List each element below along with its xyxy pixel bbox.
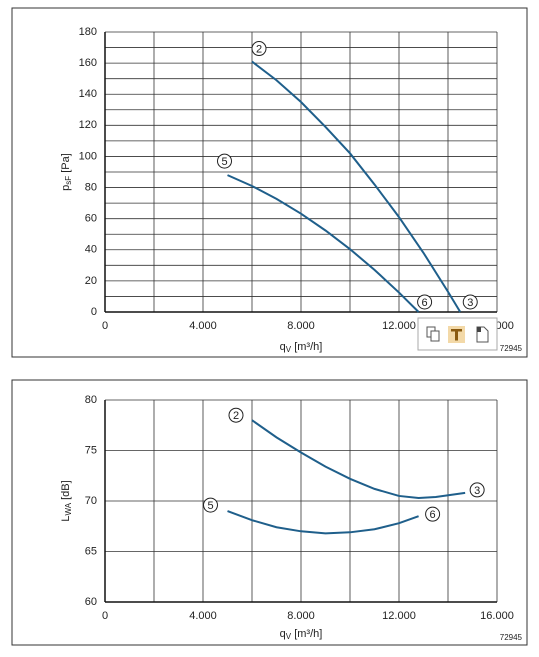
x-axis-label-part: q [280,628,286,640]
y-tick-label: 60 [85,213,97,225]
y-tick-label: 70 [85,495,97,507]
x-axis-label-part: V [286,345,292,354]
paste-button[interactable] [476,326,489,343]
curve-marker-circle [469,482,485,498]
x-tick-label: 12.000 [382,320,416,332]
y-axis-label-part: [dB] [60,480,72,503]
curve-marker-label: 6 [430,509,436,521]
x-axis-label: qV [m³/h] [280,341,323,354]
floating-toolbar [417,317,498,351]
curve-marker-label: 3 [467,297,473,309]
curve-marker-circle [251,41,267,57]
curve-marker-label: 2 [233,410,239,422]
x-axis-label-part: [m³/h] [291,628,322,640]
y-axis-label-part: [Pa] [60,153,72,176]
y-tick-label: 20 [85,275,97,287]
curve [251,419,466,499]
text-icon [451,329,462,341]
x-tick-label: 0 [102,610,108,622]
curve-marker-circle [425,506,441,522]
y-tick-label: 160 [79,57,97,69]
curve-marker-label: 3 [474,485,480,497]
y-axis-label-part: sF [64,176,73,185]
curve-marker-label: 5 [207,500,213,512]
y-axis-label: LWA [dB] [60,480,73,521]
y-tick-label: 80 [85,394,97,406]
x-tick-label: 12.000 [382,610,416,622]
text-button[interactable] [448,326,465,343]
y-tick-label: 100 [79,150,97,162]
y-axis-label-part: L [60,516,72,522]
y-axis-label-part: WA [64,502,73,515]
y-tick-label: 75 [85,444,97,456]
x-tick-label: 0 [102,320,108,332]
y-tick-label: 120 [79,119,97,131]
curve-marker-circle [203,497,218,513]
y-tick-label: 60 [85,596,97,608]
y-tick-label: 40 [85,244,97,256]
curve [227,510,419,535]
curve-marker-label: 5 [221,156,227,168]
y-axis-label: psF [Pa] [60,153,73,191]
curve-marker-circle [217,153,232,169]
chart-code: 72945 [500,633,523,642]
curve [227,174,420,313]
y-tick-label: 180 [79,26,97,38]
chart-frame [11,379,528,646]
y-tick-label: 80 [85,181,97,193]
y-tick-label: 65 [85,545,97,557]
x-axis-label-part: V [286,632,292,641]
chart-code: 72945 [500,344,523,353]
curve-marker-label: 6 [422,297,428,309]
copy-icon [430,330,440,342]
curve-marker-circle [417,294,433,310]
paste-icon [477,327,481,332]
curve-marker-label: 2 [256,43,262,55]
copy-button[interactable] [426,326,440,342]
y-tick-label: 0 [91,306,97,318]
x-axis-label-part: [m³/h] [291,341,322,353]
chart-frame [11,7,528,358]
x-tick-label: 8.000 [287,320,315,332]
x-tick-label: 4.000 [189,610,217,622]
x-tick-label: 4.000 [189,320,217,332]
x-tick-label: 8.000 [287,610,315,622]
curve [251,60,462,313]
y-tick-label: 140 [79,88,97,100]
curve-marker-circle [462,294,478,310]
x-axis-label-part: q [280,341,286,353]
y-axis-label-part: p [60,185,72,191]
curve-marker-circle [228,407,244,423]
x-axis-label: qV [m³/h] [280,628,323,641]
x-tick-label: 16.000 [480,610,514,622]
